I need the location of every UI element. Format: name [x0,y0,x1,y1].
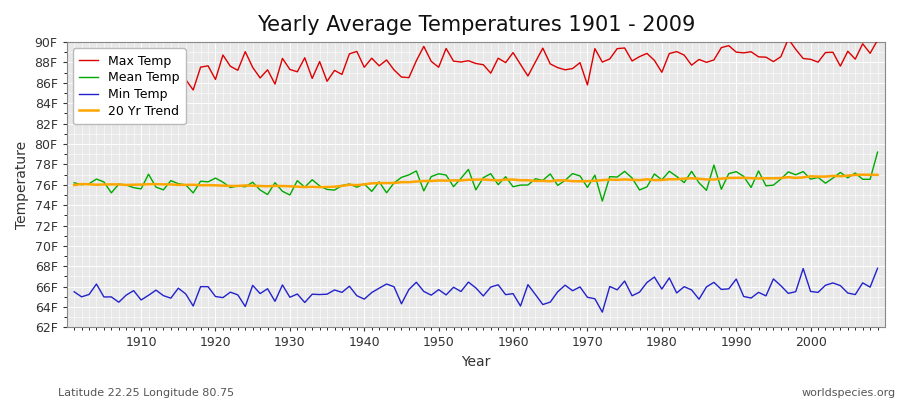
Min Temp [500,292,511,297]
20 Yr Trend [508,177,518,182]
Min Temp [605,284,616,289]
Max Temp [605,56,616,61]
Min Temp [337,290,347,295]
Min Temp [872,266,883,271]
Max Temp [783,36,794,41]
Mean Temp [500,174,511,179]
Mean Temp [129,185,140,190]
Text: worldspecies.org: worldspecies.org [801,388,896,398]
Min Temp [129,288,140,293]
20 Yr Trend [605,177,616,182]
Mean Temp [872,150,883,154]
Min Temp [597,310,608,314]
Mean Temp [337,183,347,188]
Min Temp [508,291,518,296]
20 Yr Trend [68,183,79,188]
Max Temp [300,55,310,60]
Max Temp [129,59,140,64]
Legend: Max Temp, Mean Temp, Min Temp, 20 Yr Trend: Max Temp, Mean Temp, Min Temp, 20 Yr Tre… [73,48,185,124]
Y-axis label: Temperature: Temperature [15,141,29,229]
Min Temp [292,292,302,296]
Mean Temp [597,199,608,204]
20 Yr Trend [292,184,302,189]
Mean Temp [605,174,616,179]
Max Temp [344,52,355,56]
X-axis label: Year: Year [461,355,491,369]
20 Yr Trend [344,182,355,187]
Max Temp [872,38,883,42]
20 Yr Trend [129,182,140,187]
Title: Yearly Average Temperatures 1901 - 2009: Yearly Average Temperatures 1901 - 2009 [256,15,695,35]
Text: Latitude 22.25 Longitude 80.75: Latitude 22.25 Longitude 80.75 [58,388,235,398]
20 Yr Trend [872,172,883,177]
Line: Min Temp: Min Temp [74,268,878,312]
Mean Temp [68,180,79,185]
Min Temp [68,289,79,294]
Max Temp [68,67,79,72]
Line: Max Temp: Max Temp [74,39,878,90]
Max Temp [515,62,526,67]
Max Temp [508,50,518,55]
20 Yr Trend [858,172,868,177]
20 Yr Trend [515,178,526,183]
Line: Mean Temp: Mean Temp [74,152,878,201]
Mean Temp [508,184,518,189]
Mean Temp [292,178,302,183]
Line: 20 Yr Trend: 20 Yr Trend [74,175,878,187]
Max Temp [188,88,199,92]
20 Yr Trend [314,185,325,190]
